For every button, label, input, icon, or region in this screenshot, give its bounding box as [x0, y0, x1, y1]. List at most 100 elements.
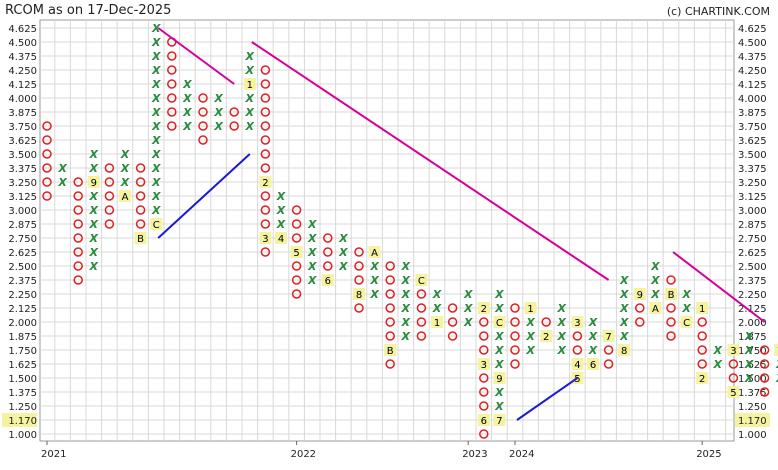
x-box: X [557, 302, 567, 315]
x-box: X [494, 344, 504, 357]
x-year-label: 2022 [291, 449, 316, 460]
month-marker-bg [727, 386, 740, 398]
o-box [42, 191, 52, 201]
trendline [672, 251, 766, 323]
o-box [260, 79, 271, 89]
y-tick-label-right: 2.000 [738, 318, 767, 329]
x-box: X [775, 372, 778, 385]
o-box [479, 373, 489, 383]
x-box: X [744, 330, 754, 343]
o-box [354, 275, 364, 285]
y-tick-label-left: 2.625 [8, 248, 37, 259]
o-box [260, 135, 271, 145]
y-tick-label-left: 3.250 [8, 178, 37, 189]
y-tick-label-left: 1.750 [8, 346, 37, 357]
o-box [416, 317, 427, 327]
month-marker-bg [134, 232, 147, 244]
x-year-label: 2021 [41, 449, 66, 460]
y-tick-label-left: 3.875 [8, 108, 37, 119]
month-marker: 9 [91, 178, 97, 189]
y-tick-label-right: 4.375 [738, 52, 767, 63]
x-box: X [89, 218, 99, 231]
month-marker: 2 [543, 332, 549, 343]
o-box [260, 247, 271, 257]
month-marker-bg [524, 302, 537, 314]
o-box [291, 261, 302, 271]
month-marker: 8 [621, 346, 627, 357]
month-marker-bg [477, 358, 490, 370]
x-box: X [432, 288, 442, 301]
x-box: X [57, 176, 67, 189]
o-box [229, 121, 239, 131]
month-marker: 6 [590, 360, 596, 371]
y-tick-label-right: 3.000 [738, 206, 767, 217]
o-box [697, 359, 707, 369]
x-box: X [557, 344, 567, 357]
o-box [73, 177, 83, 187]
o-box [572, 345, 583, 355]
o-box [42, 121, 52, 131]
x-box: X [151, 50, 161, 63]
o-box [385, 275, 395, 285]
month-marker-bg [774, 344, 778, 356]
month-marker: C [683, 318, 690, 329]
y-tick-label-left: 3.500 [8, 150, 37, 161]
month-marker: 6 [325, 276, 331, 287]
o-box [666, 303, 676, 313]
o-box [198, 107, 208, 117]
month-marker-bg [259, 232, 272, 244]
x-box: X [338, 260, 348, 273]
y-tick-label-right: 3.500 [738, 150, 767, 161]
x-box: X [307, 274, 317, 287]
x-box: X [245, 64, 255, 77]
y-tick-label-left: 4.000 [8, 94, 37, 105]
x-box: X [151, 106, 161, 119]
last-price-label-right: 1.170 [738, 416, 767, 427]
month-marker-bg [633, 288, 646, 300]
month-marker: 3 [574, 318, 580, 329]
o-box [385, 317, 395, 327]
x-box: X [588, 344, 598, 357]
month-marker: 8 [356, 290, 362, 301]
y-tick-label-right: 4.250 [738, 66, 767, 77]
x-box: X [494, 302, 504, 315]
x-box: X [401, 330, 411, 343]
x-box: X [401, 274, 411, 287]
month-marker-bg [696, 372, 709, 384]
x-box: X [245, 92, 255, 105]
y-tick-label-right: 1.250 [738, 402, 767, 413]
o-box [229, 107, 239, 117]
x-box: X [588, 330, 598, 343]
o-box [291, 233, 302, 243]
o-box [104, 177, 115, 187]
o-box [135, 219, 146, 229]
x-box: X [151, 190, 161, 203]
o-box [479, 429, 489, 439]
month-marker-bg [727, 344, 740, 356]
month-marker-bg [618, 344, 631, 356]
y-tick-label-right: 1.000 [738, 430, 767, 441]
y-tick-label-left: 1.375 [8, 388, 37, 399]
x-box: X [276, 204, 286, 217]
o-box [479, 401, 489, 411]
o-box [697, 331, 707, 341]
x-box: X [369, 288, 379, 301]
x-box: X [151, 78, 161, 91]
o-box [73, 219, 83, 229]
trendline [157, 153, 251, 239]
o-box [510, 317, 520, 327]
x-box: X [650, 288, 660, 301]
x-box: X [151, 120, 161, 133]
x-box: X [369, 274, 379, 287]
y-tick-label-left: 4.625 [8, 24, 37, 35]
last-price-bg-left [2, 413, 37, 427]
x-box: X [120, 148, 130, 161]
x-box: X [401, 260, 411, 273]
x-box: X [151, 204, 161, 217]
o-box [73, 205, 83, 215]
x-box: X [494, 330, 504, 343]
last-price-label-left: 1.170 [8, 416, 37, 427]
o-box [697, 345, 707, 355]
x-box: X [89, 148, 99, 161]
x-box: X [463, 316, 473, 329]
